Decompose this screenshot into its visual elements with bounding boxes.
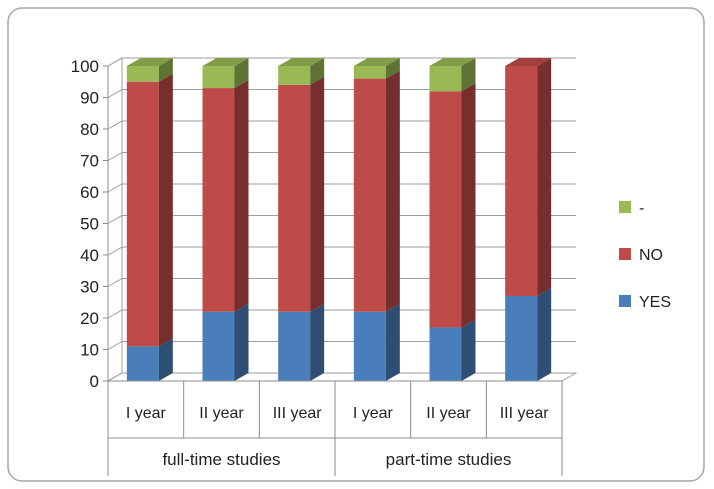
x-category-label: II year — [426, 405, 471, 422]
gridline — [107, 278, 576, 287]
bar-side-YES — [385, 303, 400, 381]
bar-top — [202, 58, 249, 66]
gridline — [107, 215, 576, 224]
bar-side-- — [385, 58, 400, 79]
y-tick-label: 60 — [80, 183, 99, 202]
bar-front-NO — [353, 78, 386, 312]
bar-front-- — [202, 66, 235, 89]
legend-label: YES — [639, 294, 671, 311]
bar-side-- — [234, 58, 249, 89]
y-axis-ticks: 0 10 20 30 40 50 60 70 80 90 100 — [71, 57, 108, 391]
bar-front-NO — [126, 81, 159, 347]
bar-front-- — [126, 66, 159, 82]
gridlines — [107, 57, 576, 382]
bar-front-YES — [429, 327, 462, 381]
gridline — [107, 372, 576, 382]
y-tick-label: 40 — [80, 246, 99, 265]
x-category-label: I year — [126, 405, 167, 422]
bar-front-- — [278, 66, 311, 85]
bar-top — [353, 58, 400, 66]
y-tick-label: 20 — [80, 309, 99, 328]
bar-front-YES — [126, 346, 159, 381]
bar-top — [278, 58, 325, 66]
x-group-label: part-time studies — [386, 450, 512, 469]
bar-front-NO — [429, 91, 462, 328]
gridline — [107, 89, 576, 98]
bar-side-- — [310, 58, 325, 85]
bar-front-YES — [353, 311, 386, 381]
x-axis: I year II year III year I year II year III ye… — [107, 380, 563, 476]
y-tick-label: 10 — [80, 341, 99, 360]
gridline — [107, 57, 576, 67]
y-tick-label: 80 — [80, 120, 99, 139]
bar-front-- — [353, 66, 386, 79]
x-group-label: full-time studies — [162, 450, 280, 469]
bar-top — [505, 58, 552, 66]
bar-side-YES — [234, 303, 249, 381]
y-tick-label: 50 — [80, 215, 99, 234]
legend-label: - — [639, 200, 644, 217]
gridline — [107, 152, 576, 161]
bar-side-NO — [158, 73, 173, 347]
x-category-label: I year — [353, 405, 394, 422]
bar-side-- — [158, 58, 173, 82]
y-tick-label: 100 — [71, 57, 99, 76]
y-tick-label: 0 — [90, 372, 99, 391]
bar-side-NO — [310, 76, 325, 312]
gridline — [107, 341, 576, 350]
bar-side-YES — [537, 287, 552, 381]
bars — [126, 58, 552, 381]
y-tick-label: 30 — [80, 278, 99, 297]
gridline — [107, 246, 576, 256]
bar-side-- — [461, 58, 476, 92]
x-category-label: II year — [199, 405, 244, 422]
gridline — [107, 183, 576, 193]
bar-top — [429, 58, 476, 66]
y-tick-label: 90 — [80, 89, 99, 108]
bar-side-YES — [461, 319, 476, 381]
legend-swatch-NO — [619, 248, 631, 260]
bar-front-NO — [202, 88, 235, 312]
legend-swatch-YES — [619, 295, 631, 307]
bar-front-YES — [505, 295, 538, 381]
bar-front-YES — [202, 311, 235, 381]
bar-side-NO — [234, 80, 249, 312]
x-category-label: III year — [500, 405, 550, 422]
x-category-label: III year — [273, 405, 323, 422]
legend: - NO YES — [619, 200, 671, 311]
bar-side-NO — [385, 70, 400, 312]
bar-side-YES — [158, 338, 173, 381]
bar-side-NO — [537, 58, 552, 296]
legend-swatch-- — [619, 201, 631, 213]
y-tick-label: 70 — [80, 152, 99, 171]
gridline — [107, 120, 576, 130]
bar-front-NO — [505, 66, 538, 296]
legend-label: NO — [639, 247, 663, 264]
bar-front-NO — [278, 84, 311, 312]
gridline — [107, 309, 576, 319]
bar-side-YES — [310, 303, 325, 381]
bar-top — [126, 58, 173, 66]
bar-side-NO — [461, 83, 476, 328]
bar-front-YES — [278, 311, 311, 381]
bar-front-- — [429, 66, 462, 92]
